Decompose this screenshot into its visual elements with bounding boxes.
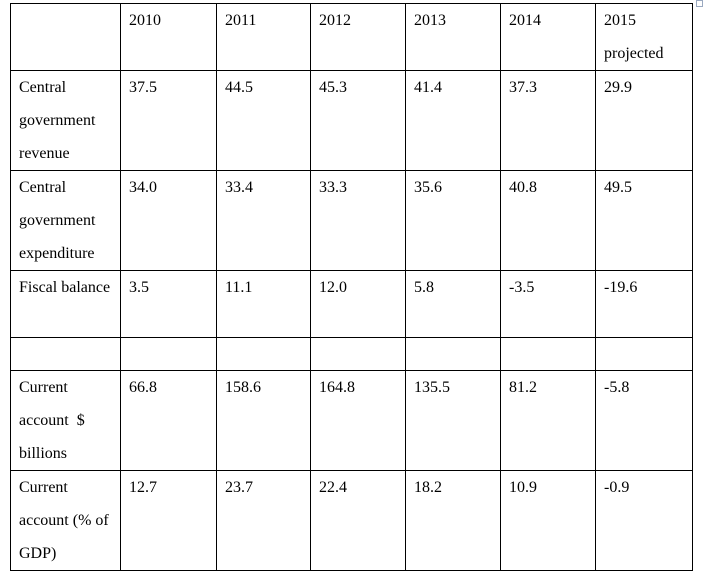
table-cell: 34.0 [120,170,217,271]
table-cell: 135.5 [405,370,501,471]
header-cell-2014: 2014 [500,3,596,71]
table-move-handle-icon[interactable] [696,0,703,7]
header-cell-2013: 2013 [405,3,501,71]
header-cell-2012: 2012 [310,3,406,71]
table-cell: 44.5 [216,70,311,171]
table-cell: 12.0 [310,270,406,338]
table-row-revenue: Central government revenue 37.5 44.5 45.… [10,70,693,171]
row-label: Current account (% of GDP) [10,470,121,571]
table-cell: -3.5 [500,270,596,338]
table-cell [500,337,596,371]
table-cell: 33.4 [216,170,311,271]
table-cell: -5.8 [595,370,693,471]
table-cell: 37.3 [500,70,596,171]
table-cell: 11.1 [216,270,311,338]
table-row-fiscal-balance: Fiscal balance 3.5 11.1 12.0 5.8 -3.5 -1… [10,270,693,338]
table-cell [405,337,501,371]
table-cell: 49.5 [595,170,693,271]
table-cell: 40.8 [500,170,596,271]
table-cell: 158.6 [216,370,311,471]
table-cell: 29.9 [595,70,693,171]
header-cell-2015-projected: 2015 projected [595,3,693,71]
table-cell: 66.8 [120,370,217,471]
table-cell: -19.6 [595,270,693,338]
header-cell-2011: 2011 [216,3,311,71]
row-label: Fiscal balance [10,270,121,338]
table-cell: 5.8 [405,270,501,338]
row-label: Central government expenditure [10,170,121,271]
table-cell: 23.7 [216,470,311,571]
table-row-current-account-gdp: Current account (% of GDP) 12.7 23.7 22.… [10,470,693,571]
table-cell: 3.5 [120,270,217,338]
fiscal-data-table: 2010 2011 2012 2013 2014 2015 projected … [10,3,693,571]
table-cell: 41.4 [405,70,501,171]
table-cell: -0.9 [595,470,693,571]
header-row: 2010 2011 2012 2013 2014 2015 projected [10,3,693,71]
table-cell [595,337,693,371]
header-cell-empty [10,3,121,71]
header-cell-2010: 2010 [120,3,217,71]
table-cell: 35.6 [405,170,501,271]
table-cell: 45.3 [310,70,406,171]
table-cell [310,337,406,371]
table-cell [216,337,311,371]
table-cell [120,337,217,371]
table-row-expenditure: Central government expenditure 34.0 33.4… [10,170,693,271]
table-cell: 10.9 [500,470,596,571]
row-label [10,337,121,371]
row-label: Current account $ billions [10,370,121,471]
table-cell: 37.5 [120,70,217,171]
table-cell: 33.3 [310,170,406,271]
table-cell: 22.4 [310,470,406,571]
table-row-current-account-usd: Current account $ billions 66.8 158.6 16… [10,370,693,471]
row-label: Central government revenue [10,70,121,171]
table-cell: 81.2 [500,370,596,471]
table-cell: 18.2 [405,470,501,571]
table-row-empty [10,337,693,371]
table-cell: 164.8 [310,370,406,471]
table-cell: 12.7 [120,470,217,571]
